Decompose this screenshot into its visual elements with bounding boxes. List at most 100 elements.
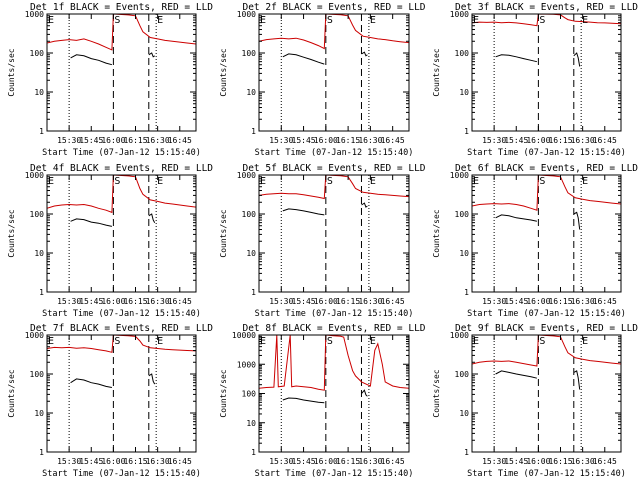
y-tick-label: 1 bbox=[39, 127, 44, 136]
y-tick-label: 10 bbox=[459, 88, 469, 97]
x-tick-label: 16:00 bbox=[101, 136, 125, 145]
y-axis-label: Counts/sec bbox=[432, 209, 441, 257]
y-tick-label: 1000 bbox=[450, 171, 469, 180]
y-tick-label: 100 bbox=[455, 49, 470, 58]
x-tick-label: 16:15 bbox=[548, 297, 572, 306]
x-axis-label: Start Time (07-Jan-12 15:15:40) bbox=[255, 469, 414, 479]
x-tick-label: 16:00 bbox=[526, 297, 550, 306]
phase-marker-label: E bbox=[370, 176, 376, 187]
x-tick-label: 16:00 bbox=[314, 297, 338, 306]
y-tick-label: 10 bbox=[459, 249, 469, 258]
x-tick-label: 16:00 bbox=[101, 297, 125, 306]
x-tick-label: 16:45 bbox=[168, 297, 192, 306]
series-line-events bbox=[282, 397, 325, 404]
y-tick-label: 1000 bbox=[450, 331, 469, 340]
phase-marker-label: E bbox=[260, 176, 266, 187]
x-axis-label: Start Time (07-Jan-12 15:15:40) bbox=[42, 309, 201, 319]
x-tick-label: 16:30 bbox=[571, 457, 595, 466]
x-tick-label: 16:00 bbox=[314, 457, 338, 466]
y-tick-label: 1000 bbox=[25, 331, 44, 340]
x-tick-label: 16:00 bbox=[526, 457, 550, 466]
series-line-events bbox=[282, 208, 325, 216]
y-tick-label: 100 bbox=[30, 49, 45, 58]
series-line-events bbox=[495, 370, 538, 379]
y-tick-label: 1 bbox=[251, 288, 256, 297]
x-tick-label: 15:45 bbox=[79, 297, 103, 306]
plot-frame bbox=[258, 13, 410, 132]
y-axis-label: Counts/sec bbox=[7, 369, 16, 417]
phase-marker-label: E bbox=[157, 15, 163, 26]
chart-panel-5: Det 5f BLACK = Events, RED = LLD Counts/s… bbox=[219, 163, 426, 319]
phase-marker-label: S bbox=[327, 15, 333, 26]
phase-marker-label: E bbox=[48, 15, 54, 26]
x-tick-label: 15:45 bbox=[292, 457, 316, 466]
y-tick-label: 1 bbox=[464, 127, 469, 136]
series-line-lld bbox=[259, 335, 409, 391]
x-tick-label: 16:30 bbox=[146, 457, 170, 466]
x-tick-label: 16:30 bbox=[146, 297, 170, 306]
x-tick-label: 16:30 bbox=[358, 297, 382, 306]
x-tick-label: 16:30 bbox=[571, 297, 595, 306]
x-tick-label: 16:30 bbox=[358, 457, 382, 466]
y-tick-label: 10000 bbox=[232, 331, 256, 340]
y-tick-label: 1 bbox=[464, 448, 469, 457]
y-tick-label: 100 bbox=[242, 390, 257, 399]
x-tick-label: 16:45 bbox=[593, 457, 617, 466]
y-tick-label: 100 bbox=[455, 210, 470, 219]
chart-title: Det 5f BLACK = Events, RED = LLD bbox=[242, 163, 425, 174]
chart-panel-8: Det 8f BLACK = Events, RED = LLD Counts/s… bbox=[219, 323, 426, 479]
y-tick-label: 100 bbox=[455, 370, 470, 379]
phase-marker-label: E bbox=[157, 176, 163, 187]
x-tick-label: 16:45 bbox=[381, 136, 405, 145]
x-tick-label: 15:45 bbox=[504, 297, 528, 306]
y-axis-label: Counts/sec bbox=[7, 48, 16, 96]
x-tick-label: 15:30 bbox=[482, 136, 506, 145]
x-tick-label: 15:30 bbox=[57, 457, 81, 466]
phase-marker-label: S bbox=[114, 15, 120, 26]
y-tick-label: 10 bbox=[34, 88, 44, 97]
x-tick-label: 15:45 bbox=[292, 297, 316, 306]
x-tick-label: 15:30 bbox=[482, 297, 506, 306]
plot-frame bbox=[471, 174, 622, 293]
x-tick-label: 16:00 bbox=[101, 457, 125, 466]
phase-marker-label: E bbox=[473, 176, 479, 187]
phase-marker-label: E bbox=[48, 336, 54, 347]
y-tick-label: 1000 bbox=[237, 171, 256, 180]
x-axis-label: Start Time (07-Jan-12 15:15:40) bbox=[467, 309, 626, 319]
series-line-lld bbox=[259, 14, 409, 50]
series-line-events bbox=[573, 370, 581, 390]
plot-frame bbox=[471, 13, 622, 132]
y-tick-label: 1000 bbox=[237, 360, 256, 369]
y-tick-label: 100 bbox=[242, 49, 257, 58]
phase-marker-label: E bbox=[582, 176, 588, 187]
series-line-events bbox=[361, 51, 368, 57]
chart-panel-6: Det 6f BLACK = Events, RED = LLD Counts/s… bbox=[432, 163, 638, 319]
x-tick-label: 16:45 bbox=[593, 136, 617, 145]
x-tick-label: 16:30 bbox=[571, 136, 595, 145]
y-tick-label: 10 bbox=[459, 409, 469, 418]
chart-title: Det 2f BLACK = Events, RED = LLD bbox=[242, 2, 425, 13]
y-axis-label: Counts/sec bbox=[432, 369, 441, 417]
x-tick-label: 16:15 bbox=[123, 136, 147, 145]
x-tick-label: 15:30 bbox=[57, 297, 81, 306]
plot-frame bbox=[46, 174, 197, 293]
chart-title: Det 6f BLACK = Events, RED = LLD bbox=[455, 163, 638, 174]
y-tick-label: 1000 bbox=[450, 10, 469, 19]
chart-title: Det 3f BLACK = Events, RED = LLD bbox=[455, 2, 638, 13]
series-line-events bbox=[361, 202, 368, 208]
phase-marker-label: S bbox=[114, 336, 120, 347]
chart-title: Det 8f BLACK = Events, RED = LLD bbox=[242, 323, 425, 334]
y-axis-label: Counts/sec bbox=[219, 209, 228, 257]
x-axis-label: Start Time (07-Jan-12 15:15:40) bbox=[255, 309, 414, 319]
x-tick-label: 16:45 bbox=[168, 457, 192, 466]
series-line-events bbox=[148, 373, 156, 385]
phase-marker-label: E bbox=[473, 15, 479, 26]
phase-marker-label: E bbox=[260, 15, 266, 26]
y-axis-label: Counts/sec bbox=[432, 48, 441, 96]
y-tick-label: 100 bbox=[242, 210, 257, 219]
x-tick-label: 16:15 bbox=[336, 136, 360, 145]
x-tick-label: 16:30 bbox=[358, 136, 382, 145]
y-tick-label: 10 bbox=[246, 88, 256, 97]
x-tick-label: 16:45 bbox=[593, 297, 617, 306]
